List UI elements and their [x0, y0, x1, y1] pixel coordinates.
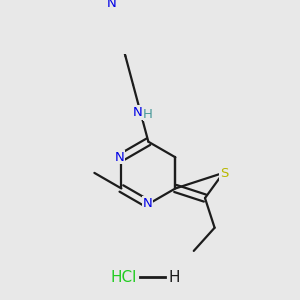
- Text: N: N: [107, 0, 117, 10]
- Text: N: N: [133, 106, 142, 119]
- Text: H: H: [169, 269, 180, 284]
- Text: HCl: HCl: [111, 269, 137, 284]
- Text: H: H: [143, 107, 153, 121]
- Text: N: N: [143, 197, 152, 210]
- Text: N: N: [115, 151, 124, 164]
- Text: S: S: [220, 167, 228, 180]
